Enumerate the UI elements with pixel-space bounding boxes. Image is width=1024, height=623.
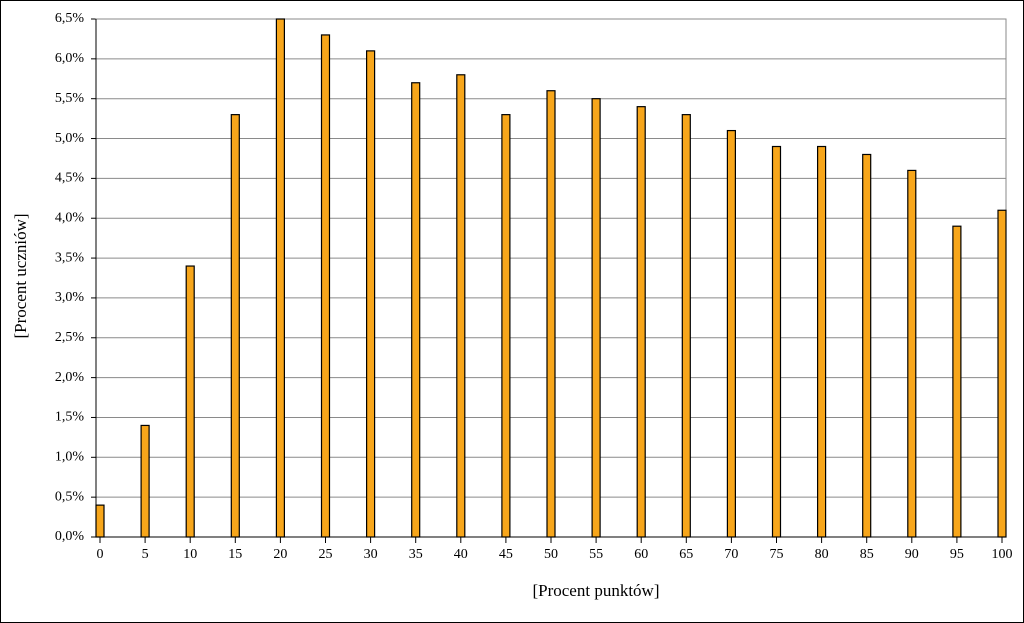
- bar: [411, 82, 421, 538]
- bar: [591, 98, 601, 538]
- y-tick-label: 3,0%: [55, 290, 85, 305]
- y-tick-label: 2,5%: [55, 330, 85, 345]
- bar: [952, 225, 962, 538]
- y-tick-label: 1,0%: [55, 450, 85, 465]
- bar: [771, 145, 782, 538]
- x-tick-label: 40: [454, 547, 468, 562]
- x-tick-label: 45: [499, 547, 513, 562]
- y-tick-label: 4,5%: [55, 171, 85, 186]
- bar: [275, 18, 285, 538]
- bar: [501, 114, 511, 538]
- bar: [997, 209, 1007, 538]
- x-tick-label: 55: [589, 547, 603, 562]
- y-tick-label: 6,0%: [55, 51, 85, 66]
- x-tick-label: 15: [228, 547, 242, 562]
- x-tick-label: 10: [183, 547, 197, 562]
- x-tick-label: 35: [409, 547, 423, 562]
- x-axis-title: [Procent punktów]: [532, 581, 659, 600]
- x-tick-label: 25: [319, 547, 333, 562]
- x-tick-label: 70: [724, 547, 738, 562]
- bar: [456, 74, 466, 538]
- x-tick-label: 85: [860, 547, 874, 562]
- x-tick-label: 80: [815, 547, 829, 562]
- x-tick-label: 65: [679, 547, 693, 562]
- bar: [95, 504, 105, 538]
- y-tick-label: 4,0%: [55, 210, 85, 225]
- y-tick-label: 5,5%: [55, 91, 85, 106]
- x-tick-label: 0: [97, 547, 104, 562]
- x-tick-label: 20: [273, 547, 287, 562]
- bar: [907, 169, 917, 538]
- bar: [681, 114, 691, 538]
- y-axis-title: [Procent uczniów]: [11, 213, 30, 338]
- bar: [816, 145, 827, 538]
- y-tick-label: 1,5%: [55, 410, 85, 425]
- bar: [862, 153, 872, 538]
- x-tick-label: 60: [634, 547, 648, 562]
- x-tick-label: 90: [905, 547, 919, 562]
- y-tick-label: 2,0%: [55, 370, 85, 385]
- x-tick-label: 30: [364, 547, 378, 562]
- x-tick-label: 75: [770, 547, 784, 562]
- x-tick-label: 50: [544, 547, 558, 562]
- x-tick-label: 100: [992, 547, 1013, 562]
- bar: [636, 106, 646, 538]
- y-tick-label: 6,5%: [55, 11, 85, 26]
- bar: [726, 129, 737, 538]
- bar: [230, 114, 240, 538]
- bar: [185, 265, 195, 538]
- y-tick-label: 5,0%: [55, 131, 85, 146]
- y-tick-label: 0,5%: [55, 489, 85, 504]
- bar: [546, 90, 556, 538]
- bar: [366, 50, 376, 538]
- bar: [140, 424, 150, 538]
- x-tick-label: 5: [142, 547, 149, 562]
- y-tick-label: 0,0%: [55, 529, 85, 544]
- y-tick-label: 3,5%: [55, 250, 85, 265]
- x-tick-label: 95: [950, 547, 964, 562]
- bar: [320, 34, 331, 538]
